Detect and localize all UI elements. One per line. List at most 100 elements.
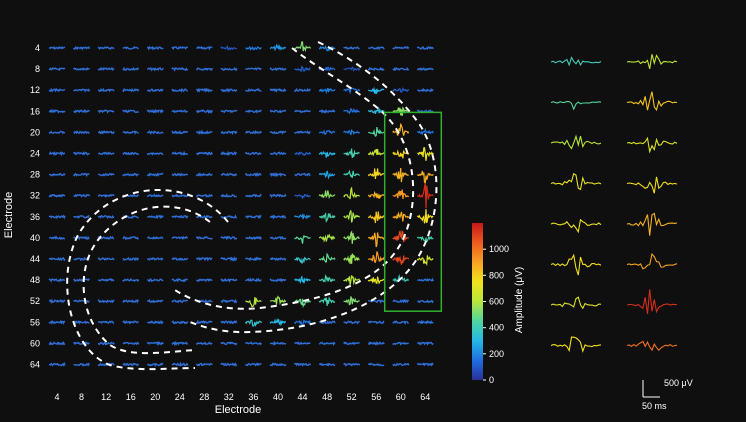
electrode-trace (367, 320, 385, 325)
electrode-trace (122, 341, 140, 346)
electrode-trace (343, 210, 361, 223)
electrode-trace (48, 319, 66, 325)
electrode-trace (220, 193, 237, 198)
electrode-trace (195, 256, 213, 262)
electrode-trace (269, 67, 287, 72)
example-trace (550, 336, 602, 354)
example-trace (550, 296, 602, 310)
electrode-trace (122, 277, 140, 283)
electrode-trace (97, 298, 115, 304)
electrode-trace (97, 46, 115, 51)
electrode-trace (73, 130, 90, 135)
electrode-trace (220, 277, 238, 283)
colorbar-ticks: 0 200 400 600 800 1000 (483, 244, 509, 385)
electrode-trace (244, 362, 262, 367)
electrode-trace (318, 341, 336, 347)
electrode-trace (220, 256, 238, 262)
electrode-trace (416, 362, 434, 367)
x-tick-label: 48 (322, 392, 332, 402)
electrode-trace (269, 88, 287, 93)
electrode-trace (73, 88, 91, 93)
example-trace (550, 100, 602, 111)
x-tick-label: 60 (396, 392, 406, 402)
trace-grid (48, 41, 434, 368)
electrode-trace (269, 130, 287, 135)
electrode-trace (196, 109, 213, 114)
electrode-trace (392, 211, 410, 222)
electrode-trace (319, 109, 336, 114)
electrode-trace (368, 127, 385, 137)
electrode-trace (294, 66, 311, 73)
electrode-trace (318, 150, 336, 158)
electrode-trace (48, 67, 66, 72)
electrode-trace (171, 150, 188, 156)
electrode-trace (171, 46, 189, 51)
dashed-arc-outer-2 (189, 41, 438, 334)
scale-bar-time-label: 50 ms (642, 401, 667, 411)
colorbar-tick-label: 800 (489, 270, 504, 280)
electrode-trace (343, 107, 360, 115)
electrode-trace (416, 45, 434, 51)
electrode-trace (343, 275, 361, 286)
electrode-trace (343, 253, 360, 264)
dashed-arc-inner-2 (66, 188, 229, 371)
highlight-box (383, 111, 443, 312)
electrode-trace (269, 340, 287, 346)
electrode-trace (319, 274, 336, 283)
electrode-trace (416, 170, 434, 185)
electrode-trace (294, 41, 312, 53)
electrode-trace (122, 66, 140, 71)
electrode-trace (195, 341, 213, 346)
electrode-trace (73, 340, 90, 346)
electrode-trace (269, 362, 287, 367)
electrode-trace (195, 319, 213, 325)
x-tick-label: 32 (224, 392, 234, 402)
example-trace (626, 212, 678, 236)
electrode-trace (318, 87, 336, 94)
electrode-trace (318, 45, 336, 52)
x-tick-label: 24 (175, 392, 185, 402)
electrode-trace (367, 148, 385, 157)
electrode-trace (73, 67, 90, 72)
electrode-trace (49, 172, 66, 177)
electrode-trace (122, 299, 140, 304)
electrode-trace (122, 257, 140, 262)
electrode-trace (245, 109, 262, 114)
electrode-trace (171, 257, 189, 261)
y-tick-label: 48 (30, 275, 40, 285)
electrode-trace (245, 67, 262, 71)
electrode-trace (392, 341, 409, 346)
electrode-trace (392, 86, 410, 94)
highlight-box-layer (383, 111, 443, 312)
electrode-trace (220, 319, 238, 325)
electrode-trace (392, 229, 409, 243)
electrode-trace (269, 277, 287, 283)
electrode-trace (343, 341, 360, 346)
electrode-trace (269, 151, 287, 156)
electrode-trace (392, 167, 409, 183)
electrode-trace (220, 66, 238, 72)
electrode-trace (73, 299, 90, 304)
y-axis-label: Electrode (3, 192, 15, 238)
electrode-trace (97, 320, 115, 324)
example-trace (550, 172, 602, 191)
x-tick-label: 12 (101, 392, 111, 402)
electrode-trace (343, 362, 361, 367)
y-tick-label: 64 (30, 360, 40, 370)
electrode-trace (367, 232, 385, 248)
electrode-trace (147, 362, 164, 368)
electrode-trace (147, 278, 164, 283)
electrode-trace (294, 298, 311, 309)
electrode-trace (171, 130, 189, 135)
electrode-trace (417, 341, 434, 346)
electrode-trace (318, 129, 336, 135)
y-tick-label: 44 (30, 254, 40, 264)
electrode-trace (294, 256, 311, 264)
electrode-trace (245, 193, 262, 198)
electrode-trace (269, 317, 286, 327)
electrode-trace (122, 87, 140, 93)
electrode-trace (416, 183, 434, 209)
electrode-trace (147, 236, 164, 240)
